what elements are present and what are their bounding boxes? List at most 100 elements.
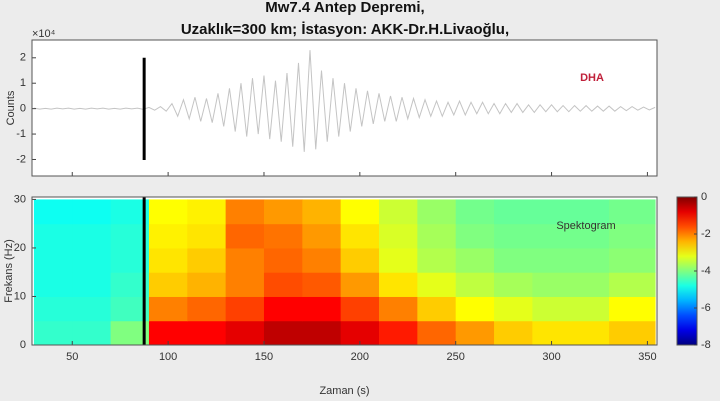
spectrogram-cell xyxy=(455,247,495,273)
spectrogram-cell xyxy=(417,199,457,225)
spectrogram-cell xyxy=(494,199,533,225)
spectrogram-cell xyxy=(379,223,418,249)
x-tick-label: 50 xyxy=(66,351,78,363)
y-axis-label: Frekans (Hz) xyxy=(3,239,15,303)
spectrogram-cell xyxy=(417,247,457,273)
spectrogram-cell xyxy=(225,296,265,322)
x-tick-label: 350 xyxy=(638,351,656,363)
y-tick-label: 1 xyxy=(20,77,26,89)
spectrogram-cell xyxy=(302,223,342,249)
spectrogram-cell xyxy=(609,296,656,322)
spectrogram-cell xyxy=(570,247,610,273)
spectrogram-cell xyxy=(33,247,73,273)
spectrogram-cell xyxy=(455,296,495,322)
spectrogram-cell xyxy=(379,320,418,346)
spectrogram-cell xyxy=(187,320,227,346)
waveform xyxy=(33,50,656,152)
spectrogram-cell xyxy=(417,296,457,322)
spectrogram-cell xyxy=(570,296,610,322)
y-tick-label: 20 xyxy=(14,242,26,254)
spectrogram-cell xyxy=(263,296,303,322)
spectrogram-cell xyxy=(33,272,73,297)
spectrogram-cell xyxy=(532,272,572,297)
spectrogram-cell xyxy=(33,199,73,225)
spectrogram-cell xyxy=(379,296,418,322)
spectrogram-cell xyxy=(302,199,342,225)
spectrogram-cell xyxy=(609,320,656,346)
spectrogram-cell xyxy=(263,223,303,249)
spectrogram-cell xyxy=(263,320,303,346)
spectrogram-cell xyxy=(225,199,265,225)
spectrogram-cell xyxy=(72,247,112,273)
spectrogram-cell xyxy=(417,223,457,249)
spectrogram-cell xyxy=(379,199,418,225)
spectrogram-cell xyxy=(455,199,495,225)
spectrogram-cell xyxy=(263,199,303,225)
spectrogram-cell xyxy=(187,199,227,225)
spectrogram-cell xyxy=(494,223,533,249)
spectrogram-cell xyxy=(33,223,73,249)
y-tick-label: 2 xyxy=(20,52,26,64)
spectrogram-cell xyxy=(225,320,265,346)
spectrogram-cell xyxy=(609,272,656,297)
spectrogram-cell xyxy=(532,199,572,225)
colorbar-tick-label: -8 xyxy=(701,339,711,351)
spectrogram-cell xyxy=(532,223,572,249)
spectrogram-cell xyxy=(225,223,265,249)
spectrogram-cell xyxy=(340,199,380,225)
spectrogram-cell xyxy=(302,296,342,322)
spectrogram-cell xyxy=(455,320,495,346)
x-tick-label: 300 xyxy=(542,351,560,363)
spectrogram-cell xyxy=(494,247,533,273)
spectrogram-cell xyxy=(340,223,380,249)
spectrogram-cell xyxy=(225,272,265,297)
y-tick-label: -2 xyxy=(16,153,26,165)
spectrogram-cell xyxy=(340,272,380,297)
watermark: DHA xyxy=(580,72,604,84)
spectrogram-cell xyxy=(494,320,533,346)
spectrogram-cell xyxy=(148,199,188,225)
y-scale-label: ×10⁴ xyxy=(32,28,56,40)
y-tick-label: 10 xyxy=(14,290,26,302)
x-tick-label: 100 xyxy=(159,351,177,363)
spectrogram-cell xyxy=(302,272,342,297)
spectrogram-cell xyxy=(148,223,188,249)
spectrogram-cell xyxy=(148,247,188,273)
spectrogram-cell xyxy=(33,296,73,322)
spectrogram-cell xyxy=(187,247,227,273)
axes-frame xyxy=(31,196,658,346)
spectrogram-cell xyxy=(609,247,656,273)
spectrogram-cell xyxy=(72,320,112,346)
spectrogram-cell xyxy=(72,296,112,322)
spectrogram-cell xyxy=(187,223,227,249)
spectrogram-cell xyxy=(379,247,418,273)
spectrogram-cell xyxy=(148,296,188,322)
y-tick-label: -1 xyxy=(16,128,26,140)
x-axis-label: Zaman (s) xyxy=(319,385,369,397)
spectrogram-cell xyxy=(609,199,656,225)
spectrogram-cell xyxy=(570,320,610,346)
colorbar-tick-label: -6 xyxy=(701,302,711,314)
y-tick-label: 0 xyxy=(20,103,26,115)
spectrogram-cell xyxy=(340,296,380,322)
spectrogram-cell xyxy=(455,272,495,297)
spectrogram-cell xyxy=(494,296,533,322)
spectrogram-cell xyxy=(72,272,112,297)
chart-subtitle: Uzaklık=300 km; İstasyon: AKK-Dr.H.Livao… xyxy=(181,21,509,38)
spectrogram-cell xyxy=(187,296,227,322)
spectrogram-cell xyxy=(225,247,265,273)
spectrogram-cell xyxy=(532,296,572,322)
spectrogram-cell xyxy=(417,272,457,297)
spectrogram-cell xyxy=(263,247,303,273)
axes-frame xyxy=(31,39,658,177)
spectrogram-cell xyxy=(570,272,610,297)
spectrogram-cell xyxy=(417,320,457,346)
spectrogram-cell xyxy=(72,199,112,225)
colorbar-tick-label: -4 xyxy=(701,265,711,277)
spectrogram-cell xyxy=(455,223,495,249)
spectrogram-cell xyxy=(379,272,418,297)
spectrogram-cell xyxy=(570,223,610,249)
spectrogram-cell xyxy=(263,272,303,297)
spectrogram-cell xyxy=(340,247,380,273)
